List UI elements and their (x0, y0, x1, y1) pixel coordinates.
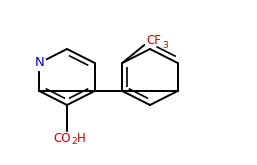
Text: CO: CO (53, 132, 70, 146)
Text: 3: 3 (162, 42, 168, 50)
Text: 2: 2 (71, 137, 77, 147)
Text: H: H (77, 132, 86, 146)
Text: N: N (34, 55, 44, 68)
Text: CF: CF (146, 34, 161, 48)
